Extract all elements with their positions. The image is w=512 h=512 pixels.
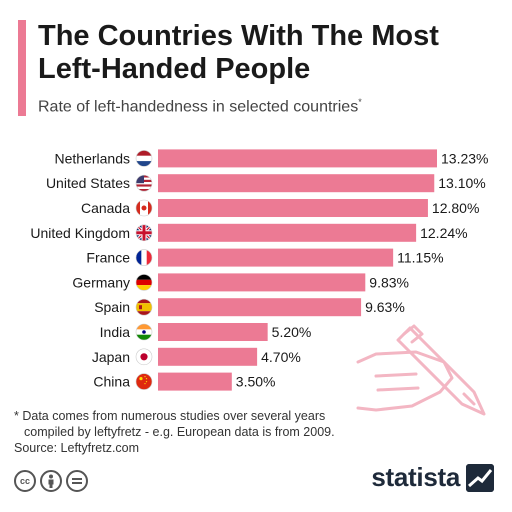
flag-japan-icon xyxy=(135,348,153,366)
value-label: 9.83% xyxy=(369,274,409,290)
title-accent-bar xyxy=(18,20,26,116)
flag-spain-icon xyxy=(135,298,153,316)
flag-germany-icon xyxy=(135,274,153,291)
bar xyxy=(158,347,258,366)
bar xyxy=(158,223,417,242)
flag-united-states-icon xyxy=(135,174,153,192)
bar xyxy=(158,199,428,217)
bar xyxy=(158,149,437,168)
category-label: Germany xyxy=(72,274,130,290)
statista-brand[interactable]: statista xyxy=(371,462,494,493)
category-label: United States xyxy=(46,175,130,191)
flag-france-icon xyxy=(135,249,153,266)
chart-title: The Countries With The Most Left-Handed … xyxy=(38,20,439,85)
bar-chart: Netherlands 13.23% United States 13.10% Cana… xyxy=(30,149,488,391)
bar xyxy=(158,298,362,317)
category-label: Netherlands xyxy=(55,150,131,166)
equals-icon[interactable] xyxy=(66,470,88,492)
value-label: 13.10% xyxy=(438,175,485,191)
value-label: 12.80% xyxy=(432,200,479,216)
category-label: China xyxy=(93,374,130,390)
source-text: Source: Leftyfretz.com xyxy=(14,441,140,455)
category-label: Canada xyxy=(81,200,130,216)
cc-icon[interactable]: cc xyxy=(14,470,36,492)
category-label: France xyxy=(86,250,130,266)
subtitle-text: Rate of left-handedness in selected coun… xyxy=(38,98,359,116)
value-label: 9.63% xyxy=(365,299,405,315)
flag-india-icon xyxy=(135,323,153,341)
value-label: 4.70% xyxy=(261,349,301,365)
value-label: 12.24% xyxy=(420,225,467,241)
category-label: Spain xyxy=(94,299,130,315)
bar xyxy=(158,372,232,391)
footnote: * Data comes from numerous studies over … xyxy=(14,408,414,456)
value-label: 13.23% xyxy=(441,150,488,166)
hand-writing-illustration-icon xyxy=(356,324,486,416)
brand-name: statista xyxy=(371,462,460,492)
flag-canada-icon xyxy=(135,199,153,217)
bar xyxy=(158,323,268,341)
value-label: 11.15% xyxy=(397,250,443,266)
subtitle-footnote-mark: * xyxy=(358,97,362,107)
footnote-line-2: compiled by leftyfretz - e.g. European d… xyxy=(24,425,335,439)
chart-subtitle: Rate of left-handedness in selected coun… xyxy=(38,97,362,116)
statista-logo-icon xyxy=(466,463,494,492)
category-label: Japan xyxy=(92,349,130,365)
footnote-line-1: * Data comes from numerous studies over … xyxy=(14,409,326,423)
bar xyxy=(158,174,435,193)
category-label: India xyxy=(100,324,131,340)
flag-netherlands-icon xyxy=(135,150,153,167)
license-icons: cc xyxy=(14,470,88,492)
flag-china-icon xyxy=(135,373,153,390)
category-label: United Kingdom xyxy=(30,225,130,241)
bar xyxy=(158,248,394,267)
bar xyxy=(158,273,366,292)
value-label: 3.50% xyxy=(236,374,276,390)
flag-united-kingdom-icon xyxy=(135,224,153,242)
by-icon[interactable] xyxy=(40,470,62,492)
value-label: 5.20% xyxy=(272,324,312,340)
